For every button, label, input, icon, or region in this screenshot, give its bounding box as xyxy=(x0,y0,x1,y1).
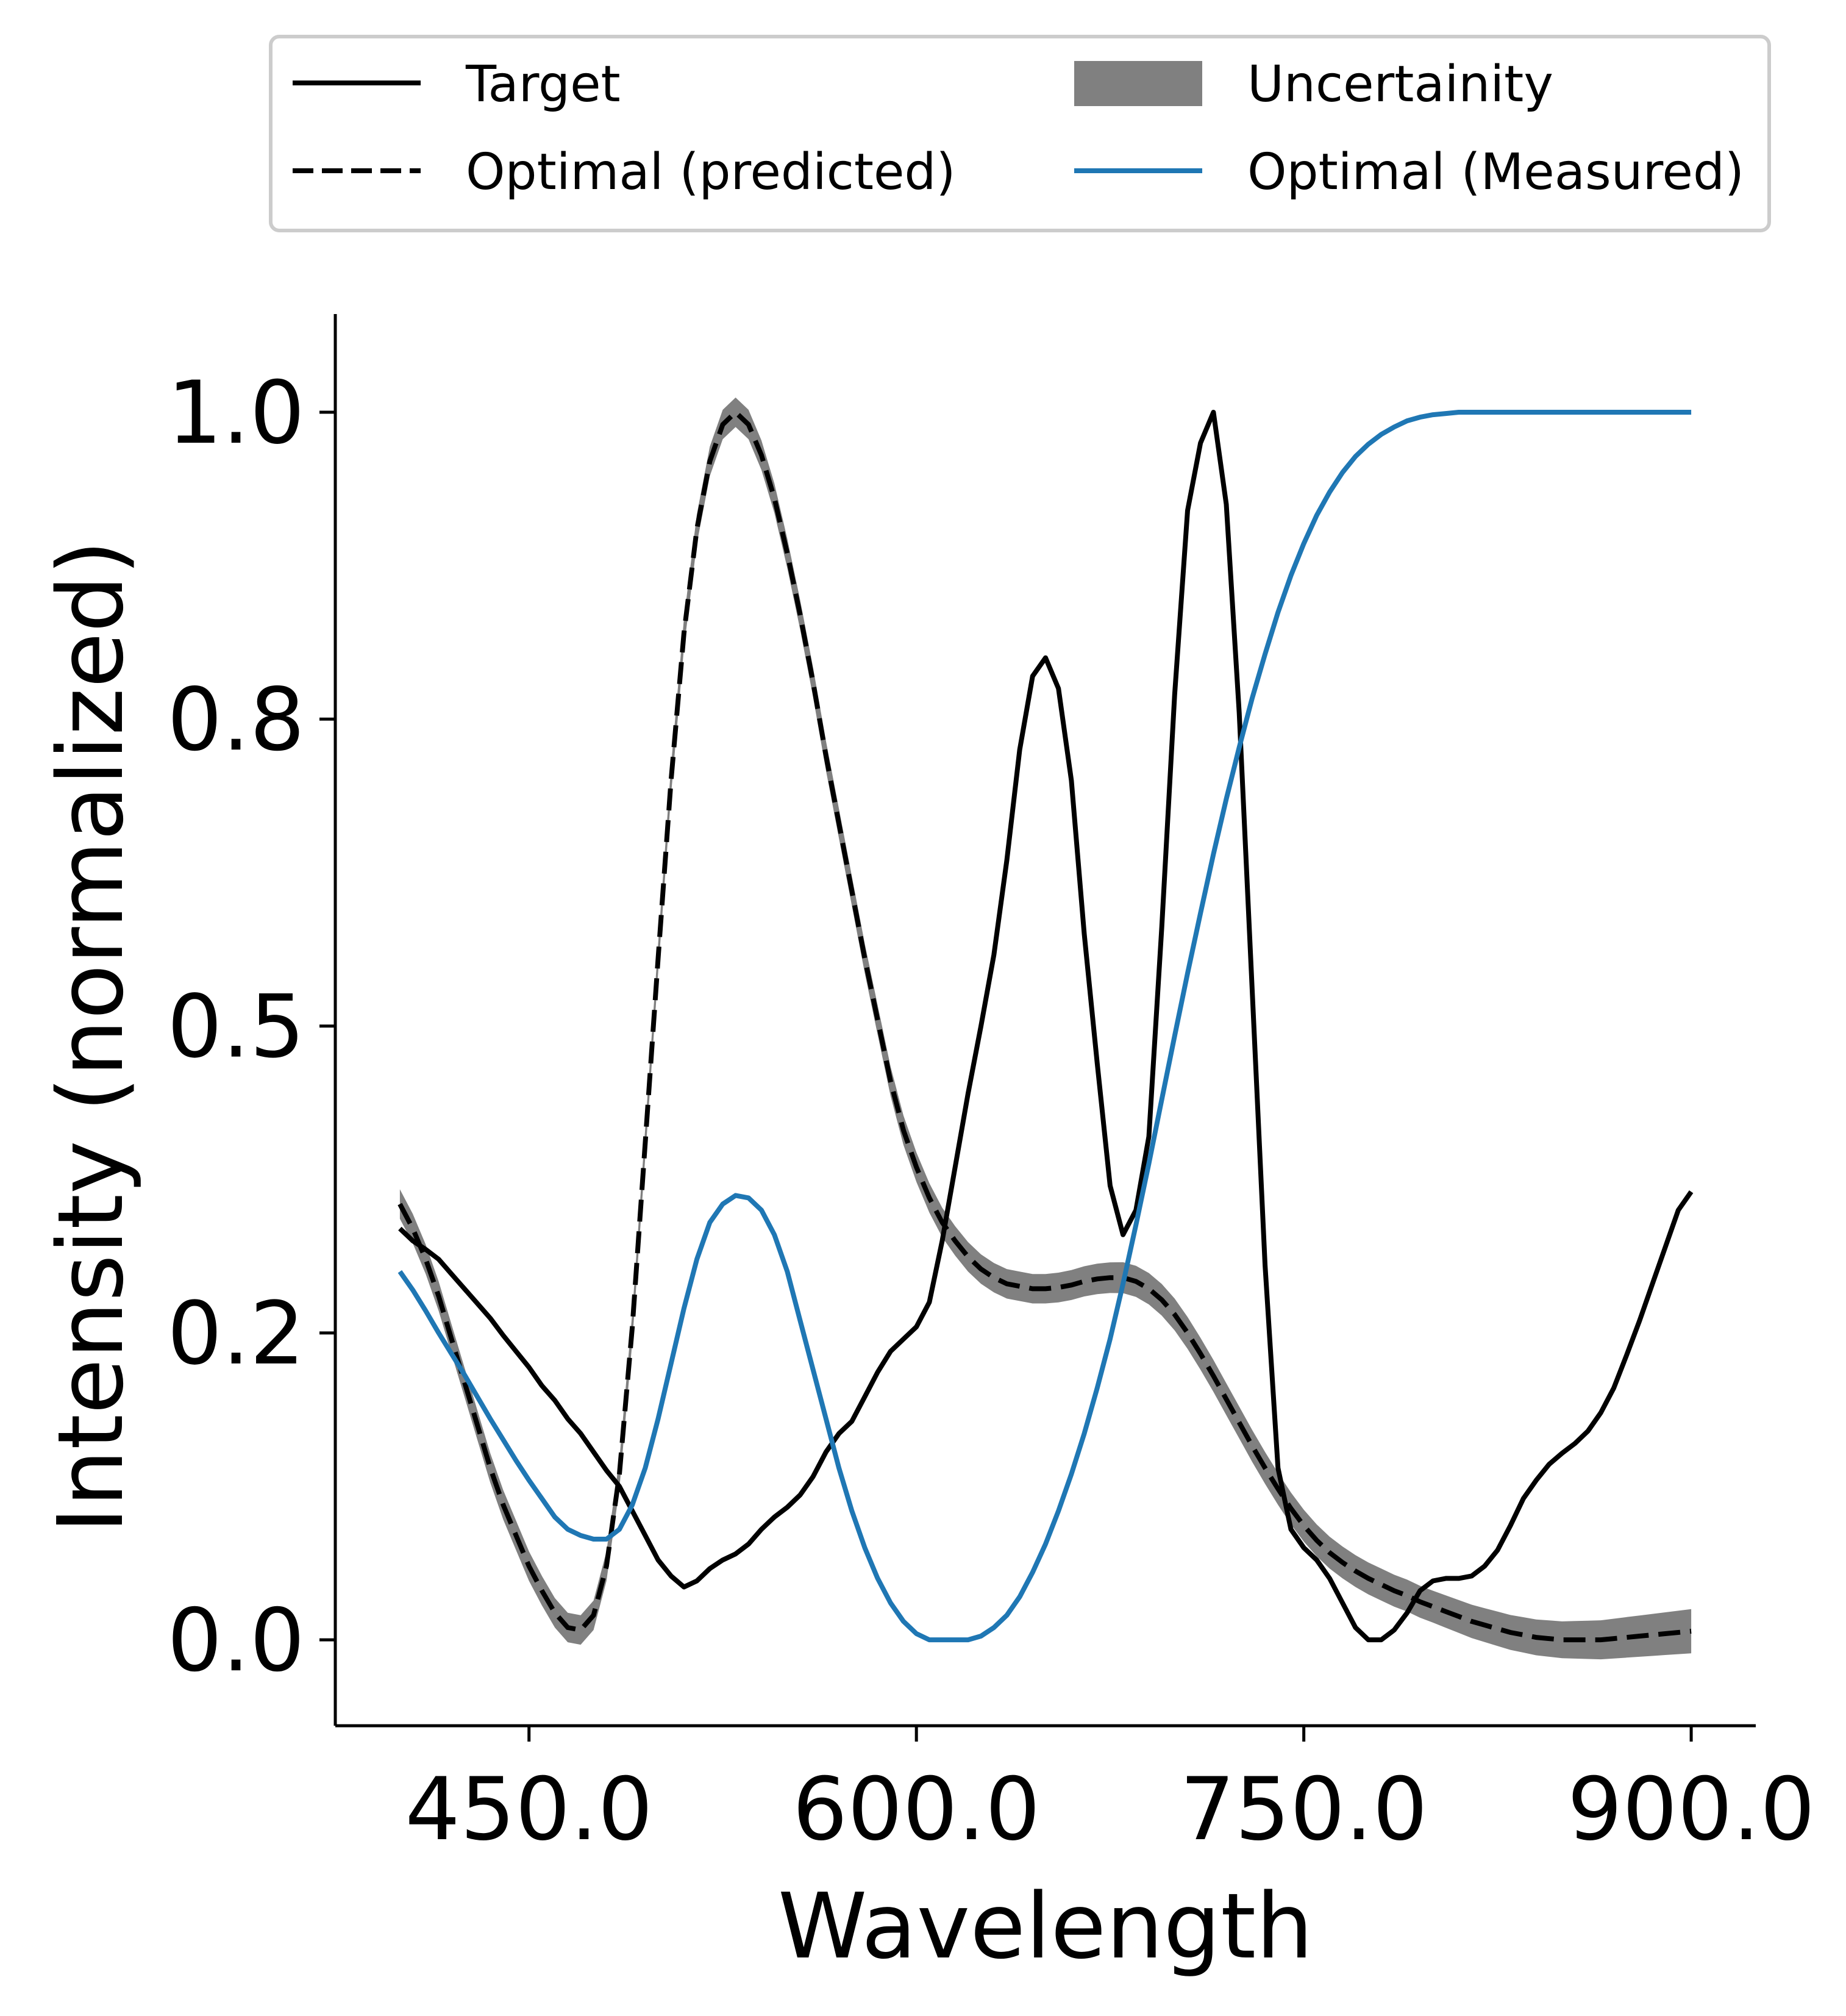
series-line-target xyxy=(398,410,1694,1643)
y-axis-label: Intensity (normalized) xyxy=(38,540,143,1533)
x-tick-label: 450.0 xyxy=(405,1759,653,1860)
legend-frame xyxy=(269,35,1771,232)
x-axis-label: Wavelength xyxy=(778,1874,1313,1979)
x-axis-ticks: 450.0 600.0 750.0 900.0 xyxy=(405,1726,1815,1860)
plot-area xyxy=(397,397,1694,1660)
legend-label-uncertainty: Uncertainity xyxy=(1247,55,1553,113)
y-tick-label: 0.0 xyxy=(167,1590,305,1691)
x-tick-label: 600.0 xyxy=(793,1759,1041,1860)
uncertainty-band xyxy=(399,397,1692,1660)
y-tick-label: 0.5 xyxy=(167,977,305,1078)
legend-swatch-uncertainty xyxy=(1074,61,1202,106)
x-tick-label: 750.0 xyxy=(1180,1759,1428,1860)
y-tick-label: 0.2 xyxy=(167,1284,305,1384)
y-tick-label: 1.0 xyxy=(167,363,305,463)
legend-label-target: Target xyxy=(465,55,621,113)
x-tick-label: 900.0 xyxy=(1567,1759,1816,1860)
y-axis-ticks: 0.0 0.2 0.5 0.8 1.0 xyxy=(167,363,335,1691)
series-line-optimal-measured xyxy=(397,410,1692,1643)
y-tick-label: 0.8 xyxy=(167,670,305,770)
legend-label-predicted: Optimal (predicted) xyxy=(466,143,955,201)
legend: Target Optimal (predicted) Uncertainity … xyxy=(269,35,1771,232)
legend-label-measured: Optimal (Measured) xyxy=(1247,143,1744,201)
series-line-optimal-predicted xyxy=(397,409,1692,1643)
